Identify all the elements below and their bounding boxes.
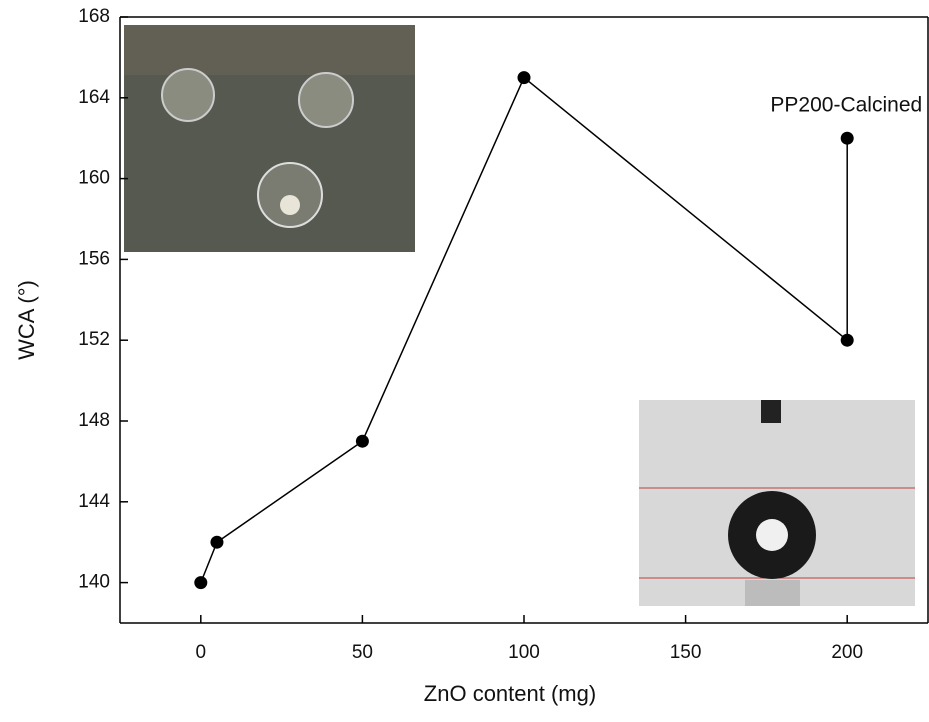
x-axis-label: ZnO content (mg): [424, 681, 596, 706]
y-tick-label: 168: [78, 6, 110, 27]
y-axis-label: WCA (°): [14, 280, 39, 360]
y-tick-label: 144: [78, 491, 110, 512]
x-tick-label: 0: [196, 642, 207, 663]
y-tick-label: 164: [78, 87, 110, 108]
data-point: [210, 535, 224, 549]
y-tick-label: 148: [78, 410, 110, 431]
inset-photo-droplets: [124, 25, 415, 252]
x-tick-label: 150: [670, 642, 702, 663]
data-point: [840, 333, 854, 347]
x-tick-label: 200: [831, 642, 863, 663]
data-point: [194, 576, 208, 590]
inset-photo-contact-angle: [639, 400, 915, 606]
data-point: [517, 71, 531, 85]
x-tick-label: 100: [508, 642, 540, 663]
annotation: PP200-Calcined: [770, 94, 922, 117]
y-tick-label: 140: [78, 572, 110, 593]
x-tick-label: 50: [352, 642, 373, 663]
data-point: [840, 131, 854, 145]
y-tick-label: 156: [78, 248, 110, 269]
y-tick-label: 152: [78, 329, 110, 350]
data-point: [355, 434, 369, 448]
data-line: [200, 76, 848, 583]
y-tick-label: 160: [78, 168, 110, 189]
